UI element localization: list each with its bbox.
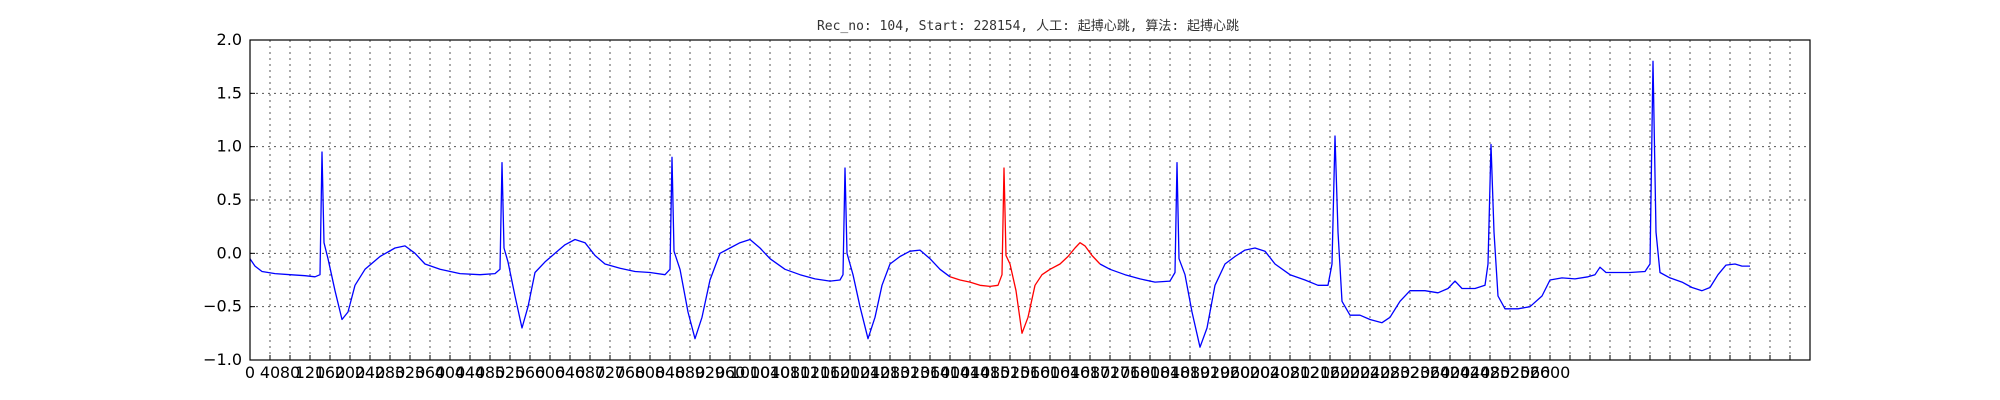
x-tick-label: 480 bbox=[475, 363, 506, 382]
x-tick-label: 1640 bbox=[1050, 363, 1091, 382]
x-tick-label: 1360 bbox=[910, 363, 951, 382]
x-tick-label: 960 bbox=[715, 363, 746, 382]
x-tick-label: 160 bbox=[315, 363, 346, 382]
x-tick-label: 280 bbox=[375, 363, 406, 382]
x-tick-label: 720 bbox=[595, 363, 626, 382]
y-tick-label: 0.5 bbox=[217, 190, 242, 209]
grid-lines bbox=[250, 40, 1810, 360]
x-tick-label: 1240 bbox=[850, 363, 891, 382]
x-tick-label: 1280 bbox=[870, 363, 911, 382]
y-tick-label: −1.0 bbox=[203, 350, 242, 369]
x-tick-label: 1680 bbox=[1070, 363, 1111, 382]
x-tick-label: 1320 bbox=[890, 363, 931, 382]
x-tick-label: 2080 bbox=[1270, 363, 1311, 382]
x-tick-label: 2520 bbox=[1490, 363, 1531, 382]
x-tick-label: 2440 bbox=[1450, 363, 1491, 382]
x-tick-label: 2360 bbox=[1410, 363, 1451, 382]
x-tick-label: 120 bbox=[295, 363, 326, 382]
x-tick-label: 1520 bbox=[990, 363, 1031, 382]
y-tick-label: −0.5 bbox=[203, 297, 242, 316]
y-tick-label: 0.0 bbox=[217, 243, 242, 262]
x-tick-label: 640 bbox=[555, 363, 586, 382]
x-tick-label: 2280 bbox=[1370, 363, 1411, 382]
x-tick-label: 1840 bbox=[1150, 363, 1191, 382]
data-series bbox=[249, 60, 1750, 348]
x-tick-label: 840 bbox=[655, 363, 686, 382]
x-tick-label: 1600 bbox=[1030, 363, 1071, 382]
x-tick-label: 520 bbox=[495, 363, 526, 382]
x-tick-label: 2560 bbox=[1510, 363, 1551, 382]
series-line-1 bbox=[249, 151, 951, 340]
x-tick-label: 2040 bbox=[1250, 363, 1291, 382]
x-tick-label: 1080 bbox=[770, 363, 811, 382]
x-tick-label: 1120 bbox=[790, 363, 831, 382]
x-tick-label: 1880 bbox=[1170, 363, 1211, 382]
x-tick-label: 1040 bbox=[750, 363, 791, 382]
x-tick-label: 80 bbox=[280, 363, 300, 382]
x-tick-label: 800 bbox=[635, 363, 666, 382]
x-tick-label: 1800 bbox=[1130, 363, 1171, 382]
x-tick-label: 1440 bbox=[950, 363, 991, 382]
x-tick-label: 1400 bbox=[930, 363, 971, 382]
x-tick-label: 1960 bbox=[1210, 363, 1251, 382]
y-tick-label: 2.0 bbox=[217, 30, 242, 49]
x-tick-label: 2240 bbox=[1350, 363, 1391, 382]
x-tick-label: 2160 bbox=[1310, 363, 1351, 382]
x-tick-label: 1160 bbox=[810, 363, 851, 382]
x-tick-label: 560 bbox=[515, 363, 546, 382]
x-tick-label: 2000 bbox=[1230, 363, 1271, 382]
x-tick-label: 1920 bbox=[1190, 363, 1231, 382]
series-line-2 bbox=[949, 167, 1101, 334]
x-tick-label: 680 bbox=[575, 363, 606, 382]
x-tick-label: 1760 bbox=[1110, 363, 1151, 382]
x-tick-label: 1000 bbox=[730, 363, 771, 382]
x-tick-label: 1560 bbox=[1010, 363, 1051, 382]
x-tick-label: 200 bbox=[335, 363, 366, 382]
x-tick-label: 40 bbox=[260, 363, 280, 382]
x-tick-label: 240 bbox=[355, 363, 386, 382]
x-tick-label: 2480 bbox=[1470, 363, 1511, 382]
x-tick-label: 2320 bbox=[1390, 363, 1431, 382]
x-tick-label: 1720 bbox=[1090, 363, 1131, 382]
x-tick-label: 320 bbox=[395, 363, 426, 382]
x-tick-label: 1200 bbox=[830, 363, 871, 382]
y-axis-tick-labels: −1.0 −0.5 0.0 0.5 1.0 1.5 2.0 bbox=[203, 30, 255, 369]
x-tick-label: 600 bbox=[535, 363, 566, 382]
x-tick-label: 2400 bbox=[1430, 363, 1471, 382]
x-tick-label: 360 bbox=[415, 363, 446, 382]
x-tick-label: 1480 bbox=[970, 363, 1011, 382]
series-line-3 bbox=[1099, 60, 1750, 348]
x-tick-label: 440 bbox=[455, 363, 486, 382]
y-tick-label: 1.5 bbox=[217, 83, 242, 102]
x-tick-label: 920 bbox=[695, 363, 726, 382]
x-tick-label: 880 bbox=[675, 363, 706, 382]
y-tick-label: 1.0 bbox=[217, 137, 242, 156]
x-tick-label: 2120 bbox=[1290, 363, 1331, 382]
chart-title: Rec_no: 104, Start: 228154, 人工: 起搏心跳, 算法… bbox=[817, 18, 1239, 34]
x-tick-label: 2600 bbox=[1530, 363, 1571, 382]
x-tick-label: 0 bbox=[245, 363, 255, 382]
x-tick-label: 400 bbox=[435, 363, 466, 382]
x-axis-tick-labels: 0 40 8012016020024028032036040044048052056… bbox=[245, 355, 1791, 382]
x-tick-label: 2200 bbox=[1330, 363, 1371, 382]
x-tick-label: 760 bbox=[615, 363, 646, 382]
